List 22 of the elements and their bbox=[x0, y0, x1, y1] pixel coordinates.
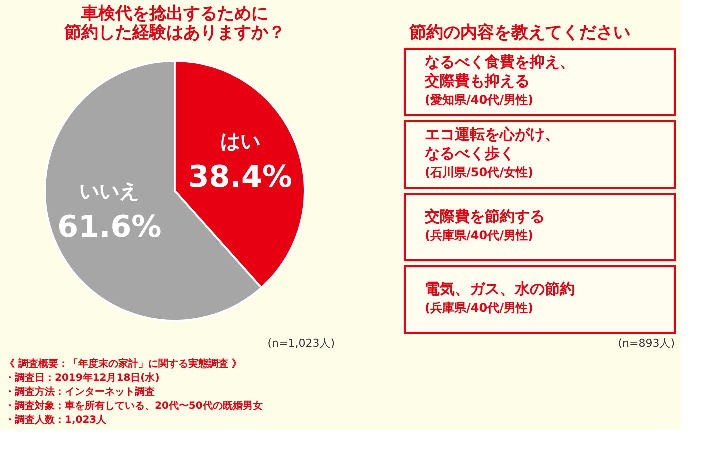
text: 車検代を捻出するために bbox=[82, 4, 268, 24]
slice-label: はい bbox=[220, 129, 260, 154]
text: (兵庫県/40代/男性) bbox=[425, 228, 534, 242]
text: エコ運転を心がけ、なるべく歩く bbox=[425, 125, 560, 162]
text: 節約した経験はありますか？ bbox=[64, 23, 286, 43]
data-label: 38.4% bbox=[188, 160, 292, 196]
slice-label: いいえ bbox=[80, 178, 140, 203]
text: 電気、ガス、水の節約 bbox=[425, 280, 575, 298]
text: (愛知県/40代/男性) bbox=[425, 92, 534, 107]
text: (n=1,023人) bbox=[268, 337, 335, 350]
data-label: 61.6% bbox=[58, 210, 162, 245]
text: (兵庫県/40代/男性) bbox=[425, 300, 534, 315]
text: ・調査人数：1,023人 bbox=[5, 414, 108, 426]
text: 節約の内容を教えてください bbox=[408, 23, 630, 43]
text: ・調査対象：車を所有している、20代〜50代の既婚男女 bbox=[5, 400, 263, 412]
text: 《 調査概要：「年度末の家計」に関する実態調査 》 bbox=[5, 358, 242, 370]
text: (n=893人) bbox=[618, 337, 675, 350]
text: なるべく食費を抑え、交際費も抑える bbox=[424, 52, 575, 90]
text: ・調査日：2019年12月18日(水) bbox=[5, 372, 160, 384]
text: (石川県/50代/女性) bbox=[425, 165, 534, 180]
text: ・調査方法：インターネット調査 bbox=[5, 386, 155, 398]
text: 交際費を節約する bbox=[424, 207, 545, 226]
